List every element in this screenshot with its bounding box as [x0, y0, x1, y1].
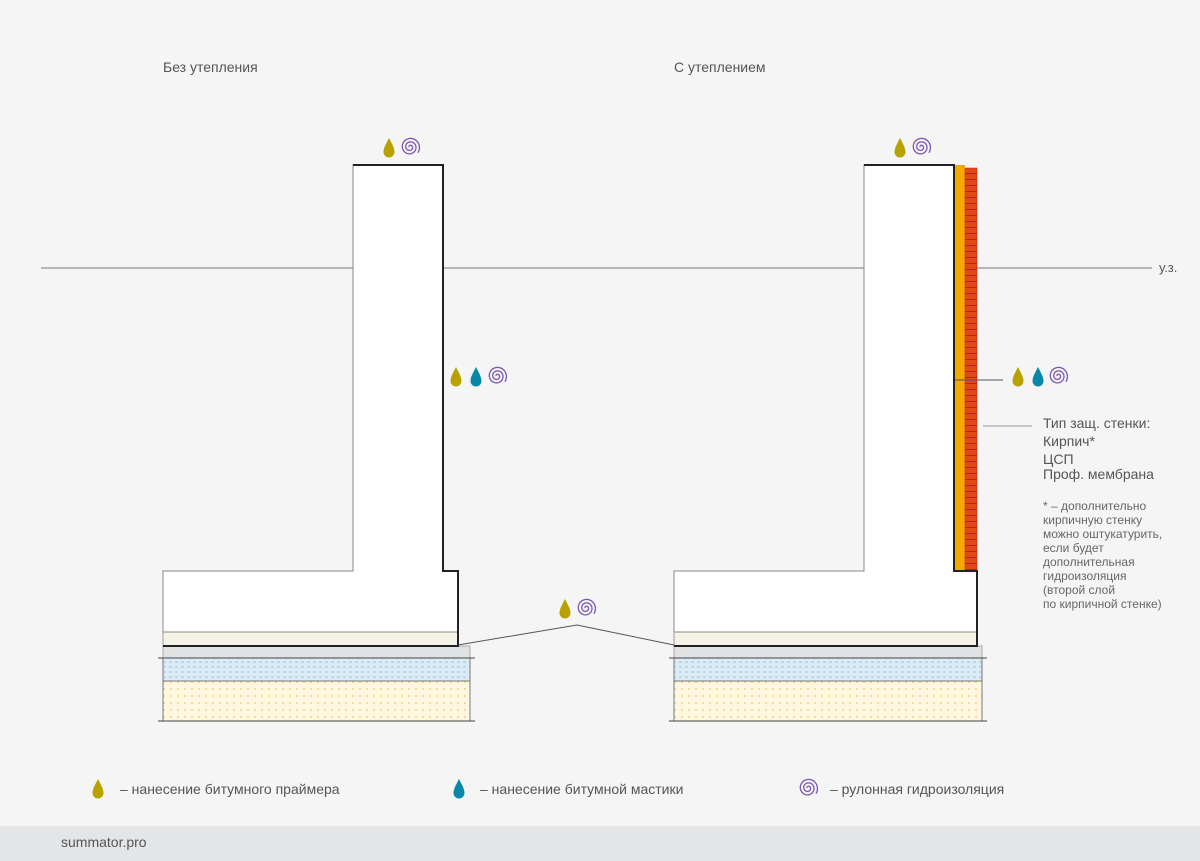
foundation-left: [158, 164, 475, 722]
primer-drop-icon: [450, 367, 462, 387]
foundation-right: [669, 164, 987, 722]
primer-drop-icon: [894, 138, 906, 158]
footer: summator.pro: [0, 826, 1200, 861]
wall-type-option: Проф. мембрана: [1043, 466, 1154, 482]
legend: – нанесение битумного праймера – нанесен…: [120, 781, 1004, 797]
wall-type-option: Кирпич*: [1043, 433, 1095, 449]
wall-note-line: если будет: [1043, 541, 1104, 555]
wall-note-line: гидроизоляция: [1043, 569, 1126, 583]
roll-spiral-icon: [799, 778, 819, 796]
mastic-drop-icon: [470, 367, 482, 387]
wall-note-line: (второй слой: [1043, 583, 1115, 597]
roll-spiral-icon: [401, 137, 421, 155]
mastic-drop-icon: [1032, 367, 1044, 387]
primer-drop-icon: [1012, 367, 1024, 387]
ground-level-label: у.з.: [1159, 260, 1177, 275]
roll-spiral-icon: [1049, 366, 1069, 384]
roll-spiral-icon: [577, 598, 597, 616]
wall-type-block: Тип защ. стенки: Кирпич* ЦСП Проф. мембр…: [1043, 415, 1162, 611]
roll-spiral-icon: [488, 366, 508, 384]
legend-mastic-label: – нанесение битумной мастики: [480, 781, 683, 797]
roll-spiral-icon: [912, 137, 932, 155]
wall-note-line: * – дополнительно: [1043, 499, 1146, 513]
wall-note-line: по кирпичной стенке): [1043, 597, 1162, 611]
primer-drop-icon: [92, 779, 104, 799]
wall-note-line: можно оштукатурить,: [1043, 527, 1162, 541]
insulation-layer: [954, 165, 965, 571]
mastic-drop-icon: [453, 779, 465, 799]
brick-protective-wall: [964, 167, 978, 572]
primer-drop-icon: [383, 138, 395, 158]
wall-note-line: дополнительная: [1043, 555, 1135, 569]
footer-site[interactable]: summator.pro: [61, 834, 147, 850]
wall-type-option: ЦСП: [1043, 451, 1074, 467]
wall-note-line: кирпичную стенку: [1043, 513, 1142, 527]
title-with-insulation: С утеплением: [674, 59, 766, 75]
title-without-insulation: Без утепления: [163, 59, 258, 75]
legend-roll-label: – рулонная гидроизоляция: [830, 781, 1004, 797]
primer-drop-icon: [559, 599, 571, 619]
wall-type-heading: Тип защ. стенки:: [1043, 415, 1150, 431]
legend-primer-label: – нанесение битумного праймера: [120, 781, 340, 797]
